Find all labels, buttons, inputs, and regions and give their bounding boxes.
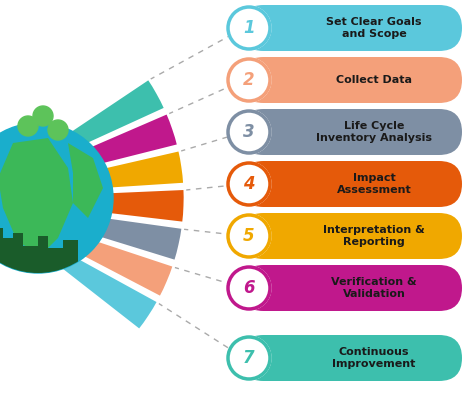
Circle shape bbox=[227, 336, 271, 380]
Polygon shape bbox=[68, 143, 103, 218]
Polygon shape bbox=[0, 228, 78, 273]
Circle shape bbox=[227, 214, 271, 258]
Wedge shape bbox=[75, 213, 183, 261]
Wedge shape bbox=[62, 78, 165, 152]
Circle shape bbox=[33, 106, 53, 126]
Text: 6: 6 bbox=[243, 279, 255, 297]
FancyBboxPatch shape bbox=[241, 109, 462, 155]
Circle shape bbox=[227, 110, 271, 154]
Text: 7: 7 bbox=[243, 349, 255, 367]
Text: 3: 3 bbox=[243, 123, 255, 141]
Text: Continuous
Improvement: Continuous Improvement bbox=[332, 347, 416, 369]
Wedge shape bbox=[67, 233, 174, 297]
FancyBboxPatch shape bbox=[241, 335, 462, 381]
Wedge shape bbox=[77, 150, 184, 191]
FancyBboxPatch shape bbox=[241, 161, 462, 207]
Circle shape bbox=[0, 123, 113, 273]
Circle shape bbox=[227, 162, 271, 206]
FancyBboxPatch shape bbox=[241, 265, 462, 311]
Polygon shape bbox=[0, 138, 73, 253]
FancyBboxPatch shape bbox=[241, 5, 462, 51]
Text: Collect Data: Collect Data bbox=[336, 75, 412, 85]
Circle shape bbox=[48, 120, 68, 140]
Text: 4: 4 bbox=[243, 175, 255, 193]
Circle shape bbox=[227, 6, 271, 50]
Text: 5: 5 bbox=[243, 227, 255, 245]
FancyBboxPatch shape bbox=[241, 57, 462, 103]
FancyBboxPatch shape bbox=[241, 213, 462, 259]
Text: Impact
Assessment: Impact Assessment bbox=[337, 173, 411, 195]
Circle shape bbox=[18, 116, 38, 136]
Circle shape bbox=[227, 266, 271, 310]
Text: Set Clear Goals
and Scope: Set Clear Goals and Scope bbox=[326, 17, 422, 39]
Wedge shape bbox=[79, 189, 185, 223]
Text: Interpretation &
Reporting: Interpretation & Reporting bbox=[323, 225, 425, 247]
Text: 2: 2 bbox=[243, 71, 255, 89]
Text: Life Cycle
Inventory Analysis: Life Cycle Inventory Analysis bbox=[316, 121, 432, 143]
Circle shape bbox=[227, 58, 271, 102]
Wedge shape bbox=[71, 113, 179, 171]
Text: Verification &
Validation: Verification & Validation bbox=[331, 277, 417, 299]
Wedge shape bbox=[57, 251, 158, 330]
Text: 1: 1 bbox=[243, 19, 255, 37]
